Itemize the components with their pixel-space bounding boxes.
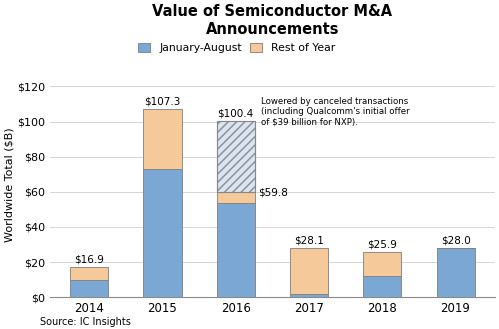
Text: $107.3: $107.3	[144, 96, 181, 106]
Text: $59.8: $59.8	[258, 187, 288, 197]
Y-axis label: Worldwide Total ($B): Worldwide Total ($B)	[4, 127, 14, 242]
Text: $100.4: $100.4	[218, 108, 254, 118]
Text: Source: IC Insights: Source: IC Insights	[40, 317, 131, 327]
Text: Lowered by canceled transactions
(including Qualcomm's initial offer
of $39 bill: Lowered by canceled transactions (includ…	[260, 97, 409, 127]
Bar	[290, 293, 328, 297]
Bar	[70, 280, 108, 297]
Bar	[290, 248, 328, 293]
Bar	[217, 203, 255, 297]
Text: $28.0: $28.0	[441, 235, 471, 245]
Bar	[70, 267, 108, 280]
Text: $28.1: $28.1	[294, 235, 324, 245]
Bar	[363, 276, 401, 297]
Bar	[143, 109, 182, 169]
Bar	[143, 169, 182, 297]
Legend: January-August, Rest of Year: January-August, Rest of Year	[138, 43, 335, 53]
Bar	[217, 121, 255, 192]
Title: Value of Semiconductor M&A
Announcements: Value of Semiconductor M&A Announcements	[152, 4, 392, 37]
Bar	[363, 252, 401, 276]
Bar	[217, 121, 255, 192]
Text: $16.9: $16.9	[74, 255, 104, 265]
Bar	[217, 192, 255, 203]
Text: $25.9: $25.9	[367, 239, 397, 249]
Bar	[437, 248, 475, 297]
